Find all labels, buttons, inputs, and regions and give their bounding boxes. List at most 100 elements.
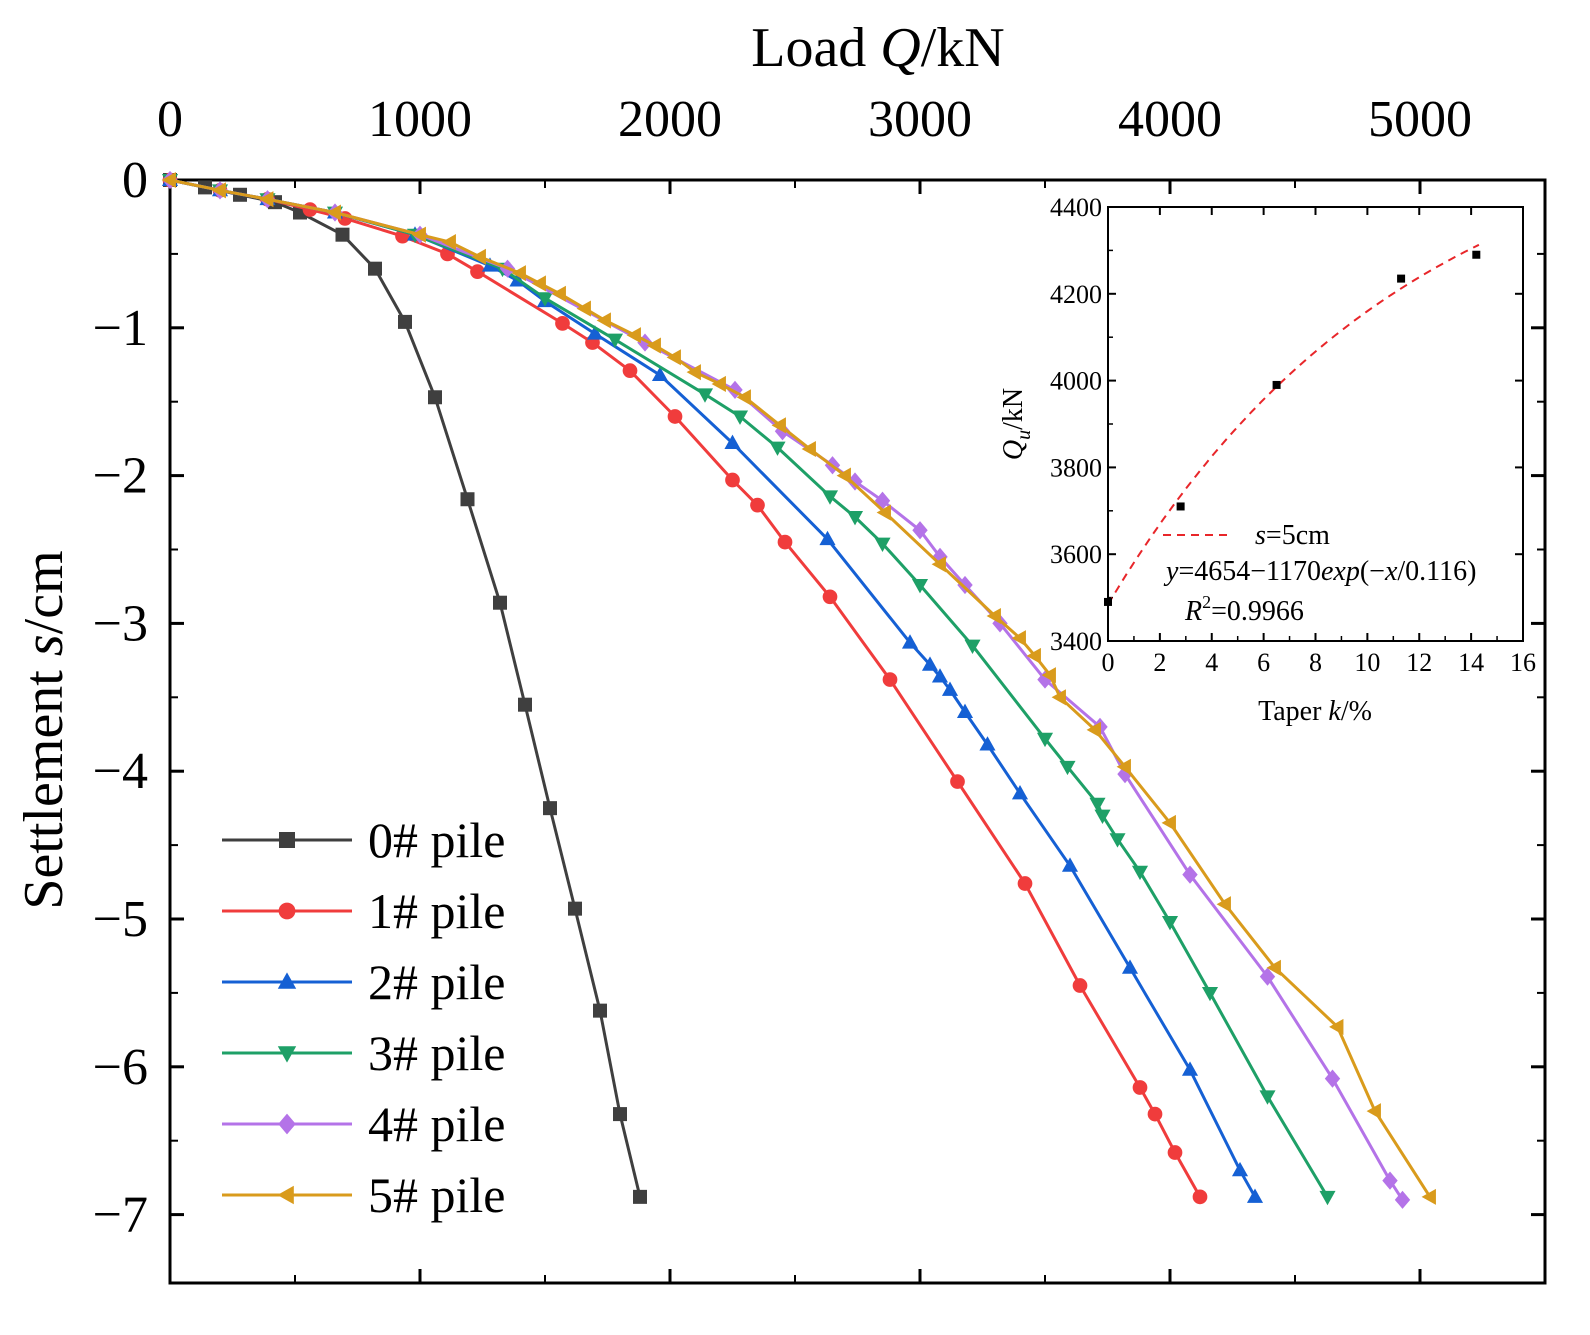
data-point bbox=[576, 300, 591, 317]
inset-y-tick-label: 3400 bbox=[1050, 627, 1102, 656]
data-point bbox=[471, 248, 486, 265]
inset-fit-curve bbox=[1107, 243, 1480, 606]
legend-item: 3# pile bbox=[222, 1025, 505, 1081]
data-point bbox=[161, 171, 176, 189]
data-point bbox=[1026, 647, 1041, 664]
inset-data-point bbox=[1472, 250, 1481, 259]
data-point bbox=[1011, 630, 1026, 647]
data-point bbox=[1094, 809, 1111, 824]
inset-legend-label: s=5cm bbox=[1255, 520, 1330, 551]
data-point bbox=[724, 434, 741, 450]
data-point bbox=[613, 1107, 627, 1122]
legend-item: 2# pile bbox=[222, 954, 505, 1010]
data-point bbox=[1421, 1188, 1436, 1205]
data-point bbox=[428, 390, 442, 405]
data-point bbox=[819, 530, 836, 546]
data-point bbox=[667, 409, 683, 424]
x-axis-ticks: 0 1000 2000 3000 4000 5000 bbox=[157, 91, 1472, 1283]
legend-item: 4# pile bbox=[222, 1096, 505, 1152]
inset-x-tick-label: 16 bbox=[1510, 648, 1536, 677]
data-point bbox=[986, 607, 1001, 625]
data-point bbox=[1011, 784, 1029, 800]
x-tick-label: 4000 bbox=[1118, 91, 1222, 148]
x-tick-label: 3000 bbox=[868, 91, 972, 148]
inset-chart: 0 2 4 6 8 10 12 14 16 3400 3600 3800 4000 4200 4400 Ta… bbox=[998, 193, 1536, 727]
legend-label: 4# pile bbox=[368, 1096, 505, 1152]
x-tick-label: 0 bbox=[157, 91, 183, 148]
data-point bbox=[1051, 689, 1066, 706]
data-point bbox=[1089, 797, 1106, 813]
data-point bbox=[731, 410, 749, 425]
data-point bbox=[551, 285, 566, 302]
inset-y-tick-label: 4400 bbox=[1050, 193, 1102, 222]
legend: 0# pile 1# pile 2# pile 3# pile 4# pile 5# pi… bbox=[222, 812, 505, 1223]
data-point bbox=[1086, 721, 1101, 738]
legend-marker bbox=[277, 972, 297, 989]
data-point bbox=[941, 681, 959, 696]
inset-y-tick-label: 3800 bbox=[1050, 453, 1102, 482]
data-point bbox=[1366, 1103, 1381, 1120]
data-point bbox=[568, 901, 582, 916]
data-point bbox=[847, 472, 863, 491]
inset-points bbox=[1104, 250, 1481, 606]
data-point bbox=[771, 417, 786, 434]
inset-x-axis-title: Taper k/% bbox=[1258, 696, 1372, 727]
data-point bbox=[555, 316, 570, 331]
data-point bbox=[1182, 865, 1198, 884]
y-tick-label: −7 bbox=[93, 1187, 148, 1244]
inset-r-squared: R2=0.9966 bbox=[1184, 592, 1304, 627]
data-point bbox=[911, 579, 929, 594]
inset-frame bbox=[1107, 206, 1524, 642]
data-point bbox=[633, 1189, 647, 1204]
y-tick-label: −2 bbox=[93, 448, 148, 505]
inset-axis-ticks: 0 2 4 6 8 10 12 14 16 3400 3600 3800 4000 4200 4400 bbox=[1050, 193, 1536, 677]
legend-marker bbox=[277, 1185, 294, 1205]
data-point bbox=[593, 1003, 607, 1018]
inset-y-axis-title: Qu/kN bbox=[998, 388, 1035, 460]
data-point bbox=[606, 333, 624, 349]
data-point bbox=[398, 314, 412, 329]
data-point bbox=[536, 292, 554, 307]
data-point bbox=[725, 472, 740, 488]
inset-data-point bbox=[1272, 380, 1281, 389]
inset-x-tick-label: 0 bbox=[1102, 648, 1115, 677]
legend-marker bbox=[278, 902, 296, 920]
data-point bbox=[686, 364, 701, 381]
inset-equation: y=4654−1170exp(−x/0.116) bbox=[1163, 556, 1476, 587]
y-axis-ticks: 0 −1 −2 −3 −4 −5 −6 −7 bbox=[93, 152, 1545, 1244]
data-point bbox=[901, 634, 919, 649]
data-point bbox=[846, 511, 864, 526]
data-point bbox=[1037, 670, 1053, 689]
data-point bbox=[1201, 986, 1219, 1002]
data-point bbox=[531, 275, 546, 292]
inset-x-tick-label: 6 bbox=[1257, 648, 1270, 677]
data-point bbox=[822, 589, 838, 605]
data-point bbox=[1266, 959, 1281, 976]
data-point bbox=[1259, 967, 1276, 986]
y-tick-label: −4 bbox=[93, 743, 148, 800]
data-point bbox=[1181, 1061, 1199, 1076]
plot-frame bbox=[168, 178, 1547, 1285]
legend-marker bbox=[277, 1046, 297, 1063]
legend-marker bbox=[279, 832, 295, 848]
data-point bbox=[1192, 1189, 1208, 1205]
data-point bbox=[1161, 814, 1176, 831]
x-tick-label: 1000 bbox=[368, 91, 472, 148]
data-point bbox=[874, 537, 891, 552]
inset-y-tick-label: 4000 bbox=[1050, 367, 1102, 396]
data-point bbox=[1072, 978, 1088, 993]
data-point bbox=[1161, 916, 1179, 931]
data-point bbox=[1041, 667, 1056, 684]
data-point bbox=[368, 261, 382, 276]
data-point bbox=[666, 349, 681, 366]
data-point bbox=[335, 227, 350, 242]
data-point bbox=[211, 182, 226, 199]
series-line bbox=[169, 178, 1202, 1198]
data-point bbox=[931, 556, 946, 573]
data-point bbox=[777, 534, 793, 550]
inset-data-point bbox=[1104, 597, 1112, 606]
data-point bbox=[801, 440, 816, 458]
inset-y-tick-label: 4200 bbox=[1050, 280, 1102, 309]
inset-data-point bbox=[1397, 274, 1406, 283]
